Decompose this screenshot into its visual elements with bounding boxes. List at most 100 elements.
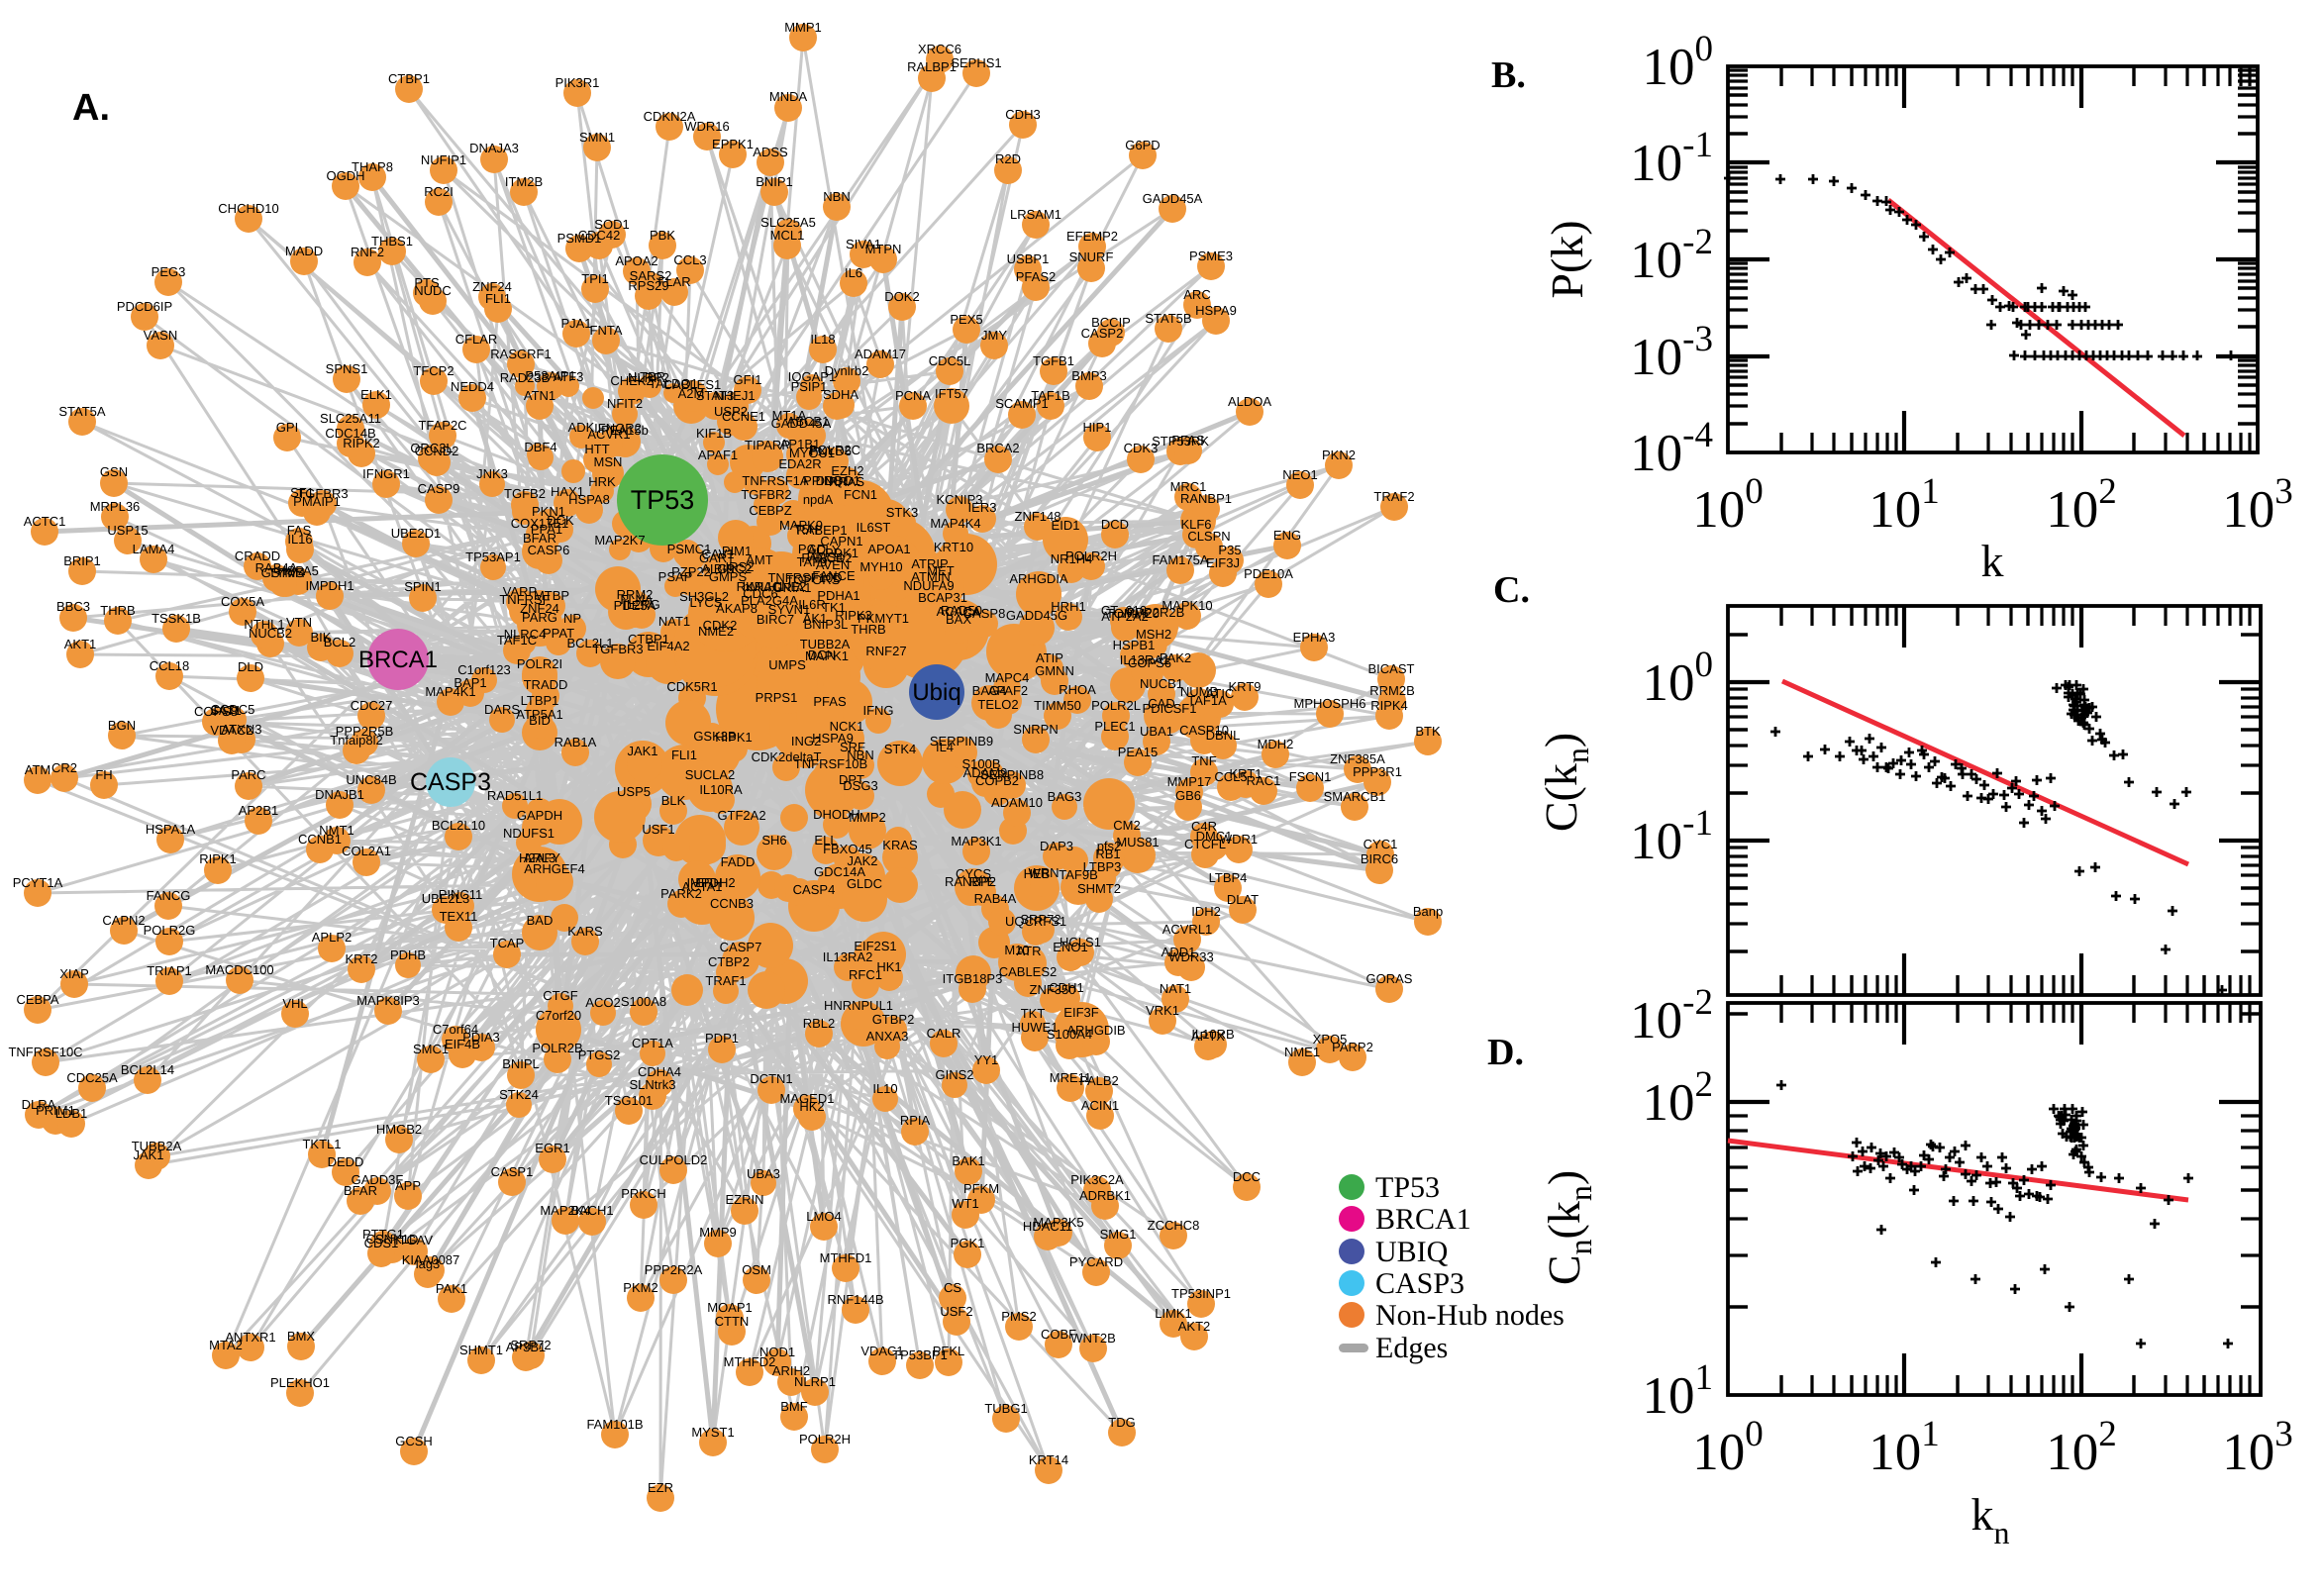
svg-text:CRADD: CRADD [235, 549, 280, 563]
svg-text:DPT: DPT [839, 772, 864, 787]
svg-text:GRIA1: GRIA1 [772, 580, 811, 595]
svg-text:NUCB1: NUCB1 [1140, 676, 1183, 691]
svg-text:POLR2I: POLR2I [517, 656, 562, 671]
svg-text:RABEP1: RABEP1 [796, 523, 847, 538]
svg-text:PPAT: PPAT [543, 626, 574, 641]
svg-text:MYOU1: MYOU1 [789, 446, 835, 460]
svg-text:CASP9: CASP9 [418, 481, 460, 496]
svg-text:TRIAP1: TRIAP1 [147, 963, 192, 978]
svg-text:RKRACNE2: RKRACNE2 [737, 579, 807, 594]
svg-text:PPP2R2B: PPP2R2B [1127, 605, 1185, 620]
svg-text:GAPDH: GAPDH [517, 808, 562, 823]
svg-text:COX17E1: COX17E1 [511, 516, 569, 531]
svg-text:hMLH1: hMLH1 [743, 579, 784, 594]
svg-text:CDC14B: CDC14B [325, 426, 375, 441]
svg-text:FNTA: FNTA [590, 323, 623, 338]
svg-text:ZNF350: ZNF350 [1030, 982, 1076, 997]
svg-text:EGR1: EGR1 [535, 1141, 569, 1155]
svg-text:NTHL1: NTHL1 [244, 617, 284, 632]
svg-text:PKMYT1: PKMYT1 [858, 611, 909, 626]
svg-text:FCN1: FCN1 [844, 487, 877, 502]
svg-text:ATP2A2: ATP2A2 [1101, 609, 1148, 624]
svg-text:GSN: GSN [100, 464, 128, 479]
svg-text:TSSK1B: TSSK1B [152, 611, 201, 626]
svg-text:CDH1: CDH1 [1049, 980, 1083, 995]
svg-text:PZP22: PZP22 [671, 564, 711, 579]
svg-text:HSPA8: HSPA8 [568, 492, 610, 507]
svg-text:UBE2L3: UBE2L3 [422, 891, 469, 906]
svg-text:IFNG: IFNG [862, 703, 893, 718]
svg-text:HNRNPUL1: HNRNPUL1 [824, 998, 893, 1013]
svg-text:RBL2: RBL2 [803, 1016, 836, 1031]
svg-text:IL13RA1: IL13RA1 [1120, 652, 1170, 667]
svg-text:EIF2S1: EIF2S1 [854, 939, 896, 953]
svg-text:ATP5A1: ATP5A1 [516, 707, 562, 722]
svg-text:KRT9: KRT9 [1229, 679, 1262, 694]
svg-text:DCK: DCK [547, 513, 574, 528]
svg-text:BMP3: BMP3 [1071, 368, 1106, 383]
svg-text:PCNA: PCNA [895, 388, 931, 403]
svg-text:MTA2: MTA2 [209, 1338, 243, 1352]
svg-text:GTF2A2: GTF2A2 [717, 808, 765, 823]
svg-text:RFC1: RFC1 [849, 967, 882, 982]
svg-text:TNFRSF10B: TNFRSF10B [794, 756, 867, 771]
svg-text:BGN: BGN [108, 718, 136, 733]
svg-text:CABLES1: CABLES1 [663, 377, 722, 392]
svg-text:TRAF1: TRAF1 [705, 973, 746, 988]
svg-text:TKT: TKT [1021, 1006, 1046, 1021]
svg-text:ATRIP: ATRIP [911, 556, 948, 571]
svg-text:GTBP2: GTBP2 [872, 1012, 915, 1027]
svg-text:RAB4A: RAB4A [974, 891, 1017, 906]
svg-text:IL2RG: IL2RG [623, 597, 660, 612]
svg-text:KLF6: KLF6 [1180, 517, 1211, 532]
svg-text:BRCA1: BRCA1 [1375, 1203, 1471, 1236]
svg-text:S100A4: S100A4 [1047, 1027, 1092, 1042]
svg-text:BMX: BMX [287, 1329, 316, 1344]
svg-text:CSNK1D: CSNK1D [366, 1232, 419, 1247]
svg-text:TRAF2: TRAF2 [1373, 489, 1414, 504]
svg-text:MYH10: MYH10 [859, 559, 902, 574]
svg-text:KCNIP3: KCNIP3 [937, 492, 983, 507]
svg-text:IER3: IER3 [968, 500, 997, 515]
svg-text:MPHOSPH6: MPHOSPH6 [1294, 696, 1366, 711]
svg-text:NP: NP [563, 611, 581, 626]
svg-text:IMPDH2: IMPDH2 [686, 875, 735, 890]
svg-text:SNRPN: SNRPN [1013, 722, 1059, 737]
svg-text:GB6: GB6 [1175, 788, 1201, 803]
svg-text:MACDC100: MACDC100 [205, 962, 273, 977]
svg-text:MAPK9: MAPK9 [779, 518, 823, 533]
svg-text:DBF4: DBF4 [524, 440, 556, 454]
svg-text:ACACA: ACACA [937, 604, 981, 619]
svg-text:R2D: R2D [995, 151, 1021, 166]
svg-text:PPA1: PPA1 [531, 522, 562, 537]
svg-text:VTN: VTN [286, 615, 312, 630]
svg-text:MAP2K7: MAP2K7 [594, 533, 645, 548]
svg-text:KRAS: KRAS [882, 838, 918, 852]
svg-text:MAP3K5: MAP3K5 [1033, 1215, 1083, 1230]
svg-text:EFEMP2: EFEMP2 [1066, 229, 1118, 244]
svg-text:OSM: OSM [742, 1262, 771, 1277]
svg-text:COBF: COBF [1041, 1327, 1076, 1342]
svg-text:CDC42: CDC42 [578, 228, 621, 243]
svg-text:IFNGR2: IFNGR2 [594, 421, 642, 436]
svg-text:DEDD: DEDD [328, 1154, 364, 1169]
svg-text:ATMIN: ATMIN [911, 569, 950, 584]
svg-text:ALDOA: ALDOA [1228, 394, 1271, 409]
svg-text:LIMK1: LIMK1 [1155, 1306, 1192, 1321]
svg-text:WDR16: WDR16 [684, 119, 730, 134]
svg-text:STAT5B: STAT5B [1145, 311, 1191, 326]
svg-text:CASP8: CASP8 [963, 606, 1006, 621]
svg-text:ADK: ADK [568, 420, 595, 435]
svg-text:HDAC11: HDAC11 [1023, 1219, 1072, 1234]
svg-text:C7orf20: C7orf20 [536, 1008, 581, 1023]
svg-text:RNF27: RNF27 [865, 644, 906, 658]
svg-text:PSME3: PSME3 [1189, 249, 1233, 263]
svg-text:MMP1: MMP1 [784, 20, 822, 35]
svg-text:VDAC1: VDAC1 [860, 1344, 903, 1358]
svg-text:CDK3: CDK3 [1124, 441, 1159, 455]
svg-text:IDH2: IDH2 [1191, 904, 1221, 919]
svg-text:Edges: Edges [1375, 1332, 1448, 1364]
svg-text:NAT1: NAT1 [1160, 981, 1191, 996]
svg-text:CDHA4: CDHA4 [638, 1064, 681, 1079]
svg-text:FAS: FAS [287, 523, 312, 538]
